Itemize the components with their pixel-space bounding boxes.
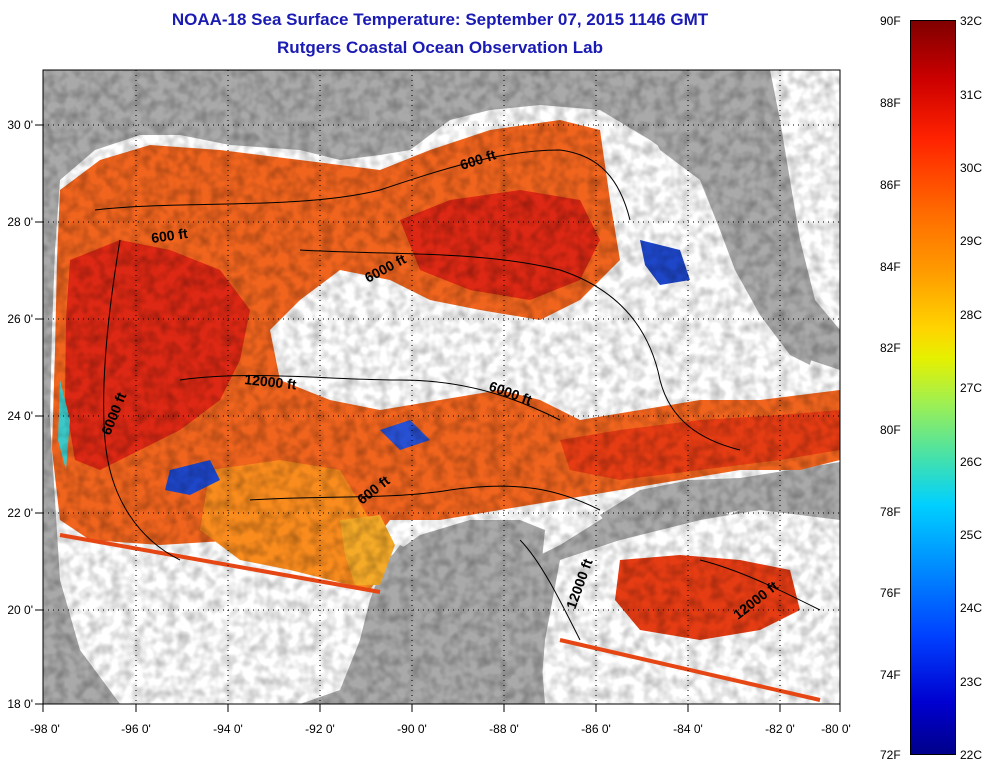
lat-label: 24 0' (7, 409, 33, 423)
contour-label: 600 ft (150, 225, 189, 246)
lat-label: 30 0' (7, 118, 33, 132)
map-plot-area: 600 ft 600 ft 6000 ft 12000 ft 6000 ft 6… (43, 70, 840, 704)
colorbar-c-label: 23C (960, 675, 983, 689)
colorbar-f-label: 78F (880, 505, 901, 519)
lon-label: -96 0' (121, 722, 151, 736)
lon-label: -84 0' (673, 722, 703, 736)
lat-label: 28 0' (7, 215, 33, 229)
colorbar-c-label: 32C (960, 14, 983, 28)
colorbar-c-label: 28C (960, 308, 983, 322)
graticule (43, 70, 840, 704)
colorbar-f-label: 82F (880, 341, 901, 355)
colorbar-c-label: 26C (960, 455, 983, 469)
colorbar-c-label: 25C (960, 528, 983, 542)
colorbar-f-label: 80F (880, 423, 901, 437)
lat-label: 26 0' (7, 312, 33, 326)
colorbar-c-label: 31C (960, 88, 983, 102)
lat-label: 20 0' (7, 603, 33, 617)
lon-label: -80 0' (821, 722, 851, 736)
lon-label: -90 0' (397, 722, 427, 736)
colorbar-c-label: 24C (960, 601, 983, 615)
colorbar-c-label: 27C (960, 381, 983, 395)
plot-frame (42, 69, 841, 705)
cloud-speckle (43, 70, 840, 704)
colorbar-c-label: 30C (960, 161, 983, 175)
colorbar-f-label: 74F (880, 668, 901, 682)
colorbar-c-label: 22C (960, 748, 983, 762)
swath-edge-line (59, 533, 381, 594)
lat-label: 18 0' (7, 697, 33, 711)
lat-label: 22 0' (7, 506, 33, 520)
lon-label: -98 0' (30, 722, 60, 736)
longitude-labels: -98 0' -96 0' -94 0' -92 0' -90 0' -88 0… (30, 722, 851, 736)
axis-ticks (35, 124, 841, 712)
colorbar-f-label: 76F (880, 586, 901, 600)
latitude-labels: 30 0' 28 0' 26 0' 24 0' 22 0' 20 0' 18 0… (7, 118, 33, 711)
lon-label: -82 0' (765, 722, 795, 736)
temperature-colorbar (910, 20, 956, 755)
map-subtitle: Rutgers Coastal Ocean Observation Lab (277, 38, 603, 57)
lon-label: -88 0' (489, 722, 519, 736)
colorbar-f-label: 90F (880, 14, 901, 28)
colorbar-f-label: 84F (880, 260, 901, 274)
lon-label: -86 0' (581, 722, 611, 736)
colorbar-f-label: 86F (880, 178, 901, 192)
lon-label: -92 0' (305, 722, 335, 736)
swath-edge-line-2 (559, 638, 821, 702)
colorbar-f-label: 72F (880, 748, 901, 762)
colorbar-c-label: 29C (960, 234, 983, 248)
map-title: NOAA-18 Sea Surface Temperature: Septemb… (171, 10, 709, 29)
colorbar-f-label: 88F (880, 96, 901, 110)
contour-label: 12000 ft (244, 371, 298, 392)
bathymetry-contours (94, 149, 821, 641)
lon-label: -94 0' (213, 722, 243, 736)
